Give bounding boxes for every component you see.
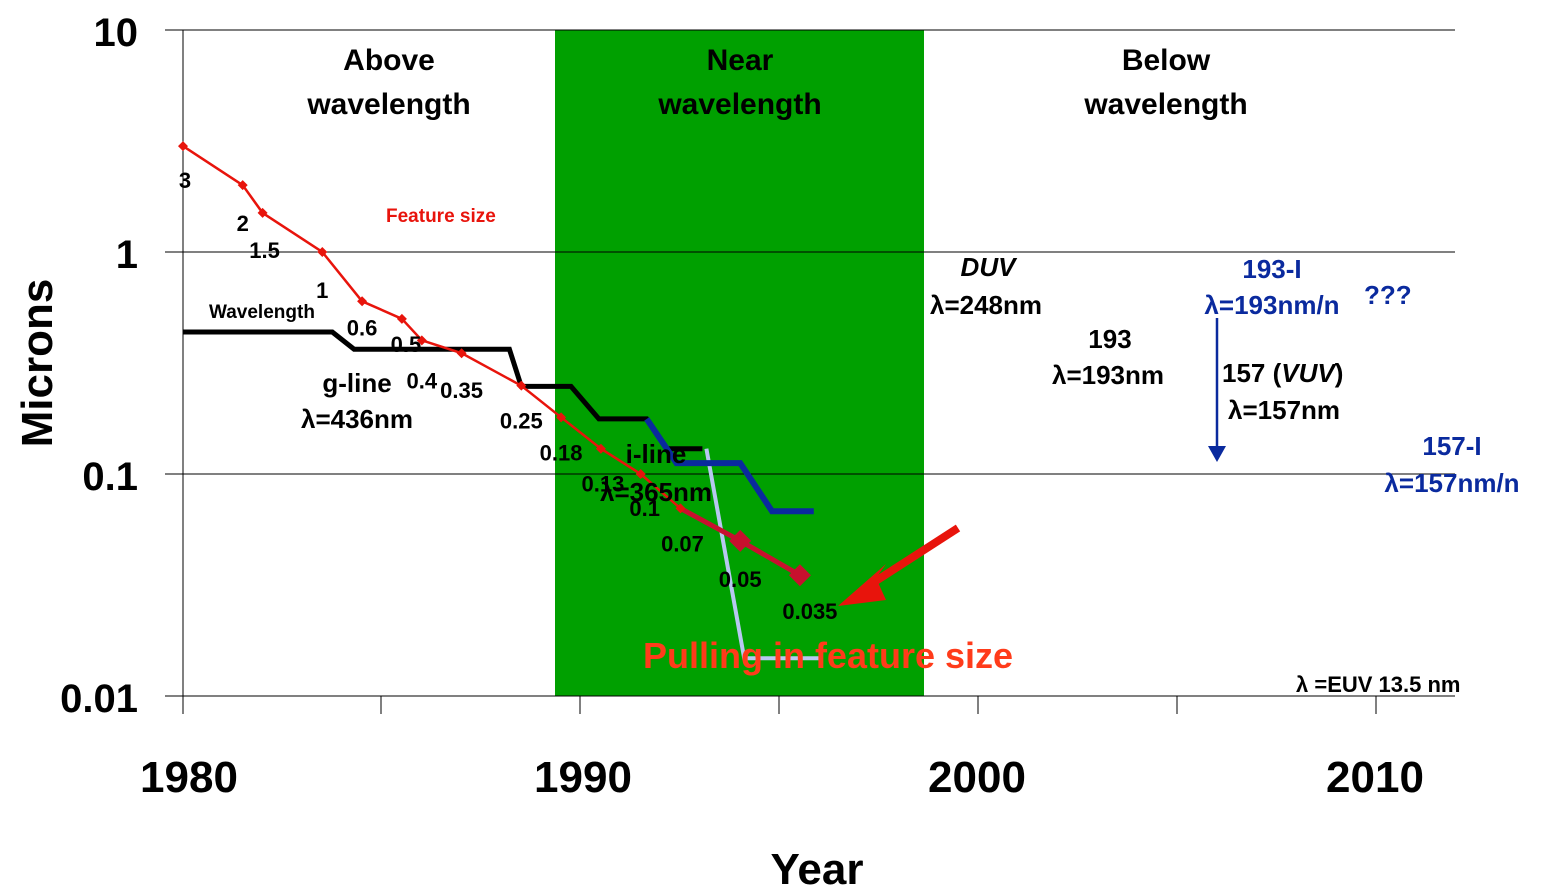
vuv-label-1a: 157 (: [1222, 358, 1282, 388]
y-tick-label-1: 1: [116, 233, 138, 277]
region-label-below-2: wavelength: [1083, 88, 1247, 121]
feature-size-value-label: 1.5: [249, 238, 280, 263]
question-label: ???: [1364, 280, 1412, 310]
i193-label-1: 193-I: [1242, 254, 1301, 284]
region-label-near-2: wavelength: [657, 88, 821, 121]
feature-size-value-label: 0.5: [391, 332, 422, 357]
region-label-near-1: Near: [707, 44, 774, 77]
y-axis-ticks: [165, 29, 183, 697]
feature-size-point: [416, 335, 427, 346]
region-label-above-1: Above: [343, 44, 435, 77]
iline-label-2: λ=365nm: [600, 477, 712, 507]
euv-label: λ =EUV 13.5 nm: [1296, 672, 1460, 697]
wavelength-label: Wavelength: [209, 302, 315, 323]
vuv-label-2: λ=157nm: [1228, 395, 1340, 425]
vuv-label-1c: ): [1335, 358, 1344, 388]
duv-label-1: DUV: [961, 252, 1019, 282]
feature-size-point: [237, 180, 248, 191]
i193-label-2: λ=193nm/n: [1204, 290, 1339, 320]
red-arrow-icon: [838, 524, 961, 606]
feature-size-value-label: 0.4: [407, 368, 438, 393]
x-axis-title: Year: [771, 845, 864, 894]
feature-size-value-label: 0.6: [347, 315, 378, 340]
x-tick-label-2000: 2000: [928, 753, 1026, 802]
x-tick-label-2010: 2010: [1326, 753, 1424, 802]
feature-size-point: [257, 207, 268, 218]
feature-size-point: [556, 412, 567, 423]
feature-size-value-label: 0.13: [581, 472, 624, 497]
feature-size-point: [788, 564, 811, 587]
y-tick-label-0.1: 0.1: [82, 455, 138, 499]
feature-size-point: [729, 529, 752, 552]
region-label-below-1: Below: [1122, 44, 1211, 77]
vuv-label-1: 157 (VUV): [1222, 358, 1343, 388]
feature-size-point: [675, 503, 686, 514]
feature-size-point: [456, 348, 467, 359]
feature-size-value-label: 0.25: [500, 409, 543, 434]
pulling-label: Pulling in feature size: [643, 635, 1013, 676]
feature-size-value-label: 3: [179, 168, 191, 193]
i157-label-2: λ=157nm/n: [1384, 468, 1519, 498]
feature-size-value-label: 0.035: [782, 599, 837, 624]
y-axis-title: Microns: [13, 279, 62, 448]
feature-size-point: [516, 380, 527, 391]
x-axis-ticks: [182, 696, 1377, 714]
gline-label-1: g-line: [322, 368, 391, 398]
l193-label-2: λ=193nm: [1052, 360, 1164, 390]
down-arrow-icon: [1208, 318, 1226, 462]
feature-size-point: [396, 313, 407, 324]
x-tick-label-1990: 1990: [534, 753, 632, 802]
feature-size-point: [635, 469, 646, 479]
feature-size-point: [178, 141, 188, 152]
feature-size-value-label: 0.1: [629, 496, 660, 521]
vuv-label-1b: VUV: [1281, 358, 1337, 388]
duv-label-2: λ=248nm: [930, 290, 1042, 320]
feature-size-label: Feature size: [386, 206, 496, 227]
gline-label-2: λ=436nm: [301, 404, 413, 434]
feature-size-value-label: 0.07: [661, 531, 704, 556]
y-tick-label-10: 10: [94, 11, 139, 55]
gridlines: [182, 29, 1455, 697]
series-layer: [178, 141, 820, 661]
series-line-3: [704, 448, 820, 661]
series-line-2: [644, 417, 814, 515]
feature-size-value-label: 0.18: [540, 440, 583, 465]
feature-size-value-label: 1: [316, 278, 328, 303]
y-tick-label-0.01: 0.01: [60, 677, 138, 721]
l193-label-1: 193: [1088, 324, 1131, 354]
feature-size-point: [357, 296, 368, 307]
i157-label-1: 157-I: [1422, 431, 1481, 461]
feature-size-value-label: 2: [237, 211, 249, 236]
feature-size-point: [317, 247, 328, 257]
point-label-layer: 3 21.5 1 0.6 0.5 0.4 0.35 0.25 0.18 0.130.10.07 0.…: [179, 168, 838, 624]
iline-label-1: i-line: [626, 439, 687, 469]
region-label-above-2: wavelength: [306, 88, 470, 121]
feature-size-point: [595, 443, 606, 454]
feature-size-value-label: 0.35: [440, 378, 483, 403]
feature-size-value-label: 0.05: [719, 567, 762, 592]
x-tick-label-1980: 1980: [140, 753, 238, 802]
